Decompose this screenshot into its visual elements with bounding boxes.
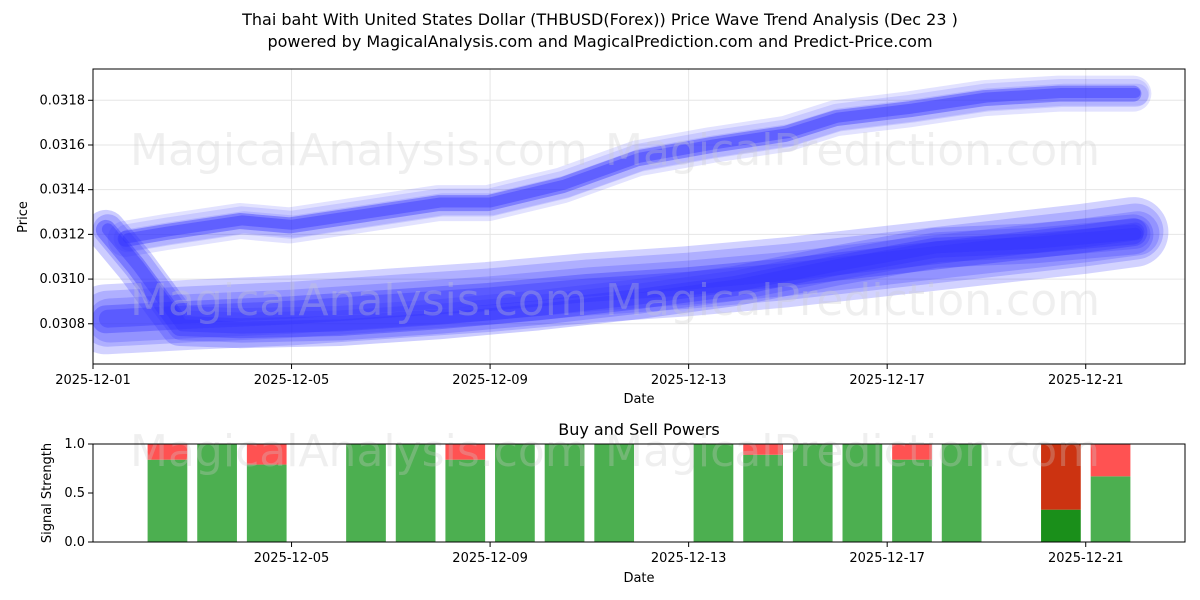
lower-wave-core — [101, 223, 1142, 334]
buy-bar — [197, 444, 237, 542]
sell-bar — [1041, 444, 1081, 510]
sell-bar — [892, 444, 932, 460]
sub-y-tick-label: 0.0 — [64, 535, 85, 550]
watermark-prediction-mid: MagicalPrediction.com — [605, 275, 1100, 326]
watermark-analysis-mid: MagicalAnalysis.com — [130, 275, 588, 326]
buy-bar — [892, 459, 932, 542]
buy-bar — [1041, 509, 1081, 542]
sell-bar — [246, 444, 287, 465]
x-tick-label: 2025-12-01 — [55, 373, 131, 388]
watermarks-sub: MagicalAnalysis.com MagicalPrediction.co… — [130, 426, 1100, 477]
buy-bar — [495, 444, 535, 542]
buy-bar — [941, 444, 982, 542]
sub-x-tick-label: 2025-12-09 — [452, 551, 528, 566]
trend-band — [93, 197, 1169, 355]
main-y-axis-label: Price — [16, 201, 31, 233]
chart-subtitle: powered by MagicalAnalysis.com and Magic… — [267, 32, 932, 51]
main-x-ticks: 2025-12-01 2025-12-05 2025-12-09 2025-12-13… — [55, 364, 1124, 388]
chart-title: Thai baht With United States Dollar (THB… — [241, 10, 958, 29]
price-wave-plot: MagicalAnalysis.com MagicalPrediction.co… — [16, 68, 1186, 407]
trend-band — [93, 203, 1164, 347]
main-x-axis-label: Date — [623, 392, 654, 407]
buy-bar — [147, 459, 188, 542]
y-tick-label: 0.0308 — [40, 317, 86, 332]
x-tick-label: 2025-12-17 — [849, 373, 925, 388]
sub-x-axis-label: Date — [623, 571, 654, 586]
sub-y-ticks: 0.0 0.5 1.0 — [64, 437, 93, 550]
buy-bar — [346, 444, 386, 542]
sub-y-axis-label: Signal Strength — [40, 443, 55, 543]
main-y-ticks: 0.0308 0.0310 0.0312 0.0314 0.0316 0.0318 — [40, 93, 93, 332]
watermark-prediction-sub: MagicalPrediction.com — [605, 426, 1100, 477]
lower-wave — [93, 214, 1151, 343]
sell-bar — [1090, 444, 1131, 477]
x-tick-label: 2025-12-05 — [254, 373, 330, 388]
buy-bar — [594, 444, 635, 542]
sub-x-tick-label: 2025-12-21 — [1048, 551, 1124, 566]
sub-y-tick-label: 1.0 — [64, 437, 85, 452]
buy-bar — [445, 459, 486, 542]
sub-x-tick-label: 2025-12-17 — [849, 551, 925, 566]
lower-wave — [93, 209, 1154, 349]
buy-sell-title: Buy and Sell Powers — [558, 420, 720, 439]
watermark-analysis-sub: MagicalAnalysis.com — [130, 426, 588, 477]
y-tick-label: 0.0312 — [40, 227, 86, 242]
lower-wave-core — [95, 219, 1144, 339]
buy-bar — [842, 444, 883, 542]
sell-bar — [147, 444, 188, 460]
buy-bar — [544, 444, 585, 542]
x-tick-label: 2025-12-13 — [651, 373, 727, 388]
buy-bar — [743, 454, 783, 542]
y-tick-label: 0.0310 — [40, 272, 86, 287]
y-tick-label: 0.0318 — [40, 93, 86, 108]
buy-bar — [395, 444, 436, 542]
wave-bands — [93, 75, 1169, 355]
buy-sell-plot: Buy and Sell Powers MagicalAnalysis.com … — [40, 420, 1186, 586]
sub-x-tick-label: 2025-12-13 — [651, 551, 727, 566]
buy-bar — [693, 444, 734, 542]
y-tick-label: 0.0314 — [40, 183, 86, 198]
buy-bar — [246, 464, 287, 542]
upper-wave — [107, 75, 1152, 257]
upper-wave — [113, 79, 1150, 253]
buy-sell-bars — [147, 444, 1131, 542]
sub-x-tick-label: 2025-12-05 — [254, 551, 330, 566]
sell-bar — [445, 444, 486, 460]
main-grid — [92, 69, 1185, 364]
watermark-prediction-top: MagicalPrediction.com — [605, 125, 1100, 176]
trend-band-core — [98, 222, 1145, 328]
upper-wave — [118, 83, 1149, 251]
upper-wave-core — [122, 88, 1141, 244]
watermarks-main: MagicalAnalysis.com MagicalPrediction.co… — [130, 125, 1100, 326]
sell-bar — [743, 444, 783, 455]
buy-bar — [1090, 476, 1131, 542]
trend-band — [93, 211, 1160, 343]
x-tick-label: 2025-12-21 — [1048, 373, 1124, 388]
watermark-analysis-top: MagicalAnalysis.com — [130, 125, 588, 176]
upper-wave-core — [117, 85, 1142, 247]
x-tick-label: 2025-12-09 — [452, 373, 528, 388]
buy-bar — [792, 444, 833, 542]
trend-band-core — [93, 218, 1148, 334]
sub-y-tick-label: 0.5 — [64, 486, 85, 501]
sub-x-ticks: 2025-12-05 2025-12-09 2025-12-13 2025-12-17… — [254, 542, 1124, 566]
y-tick-label: 0.0316 — [40, 138, 86, 153]
